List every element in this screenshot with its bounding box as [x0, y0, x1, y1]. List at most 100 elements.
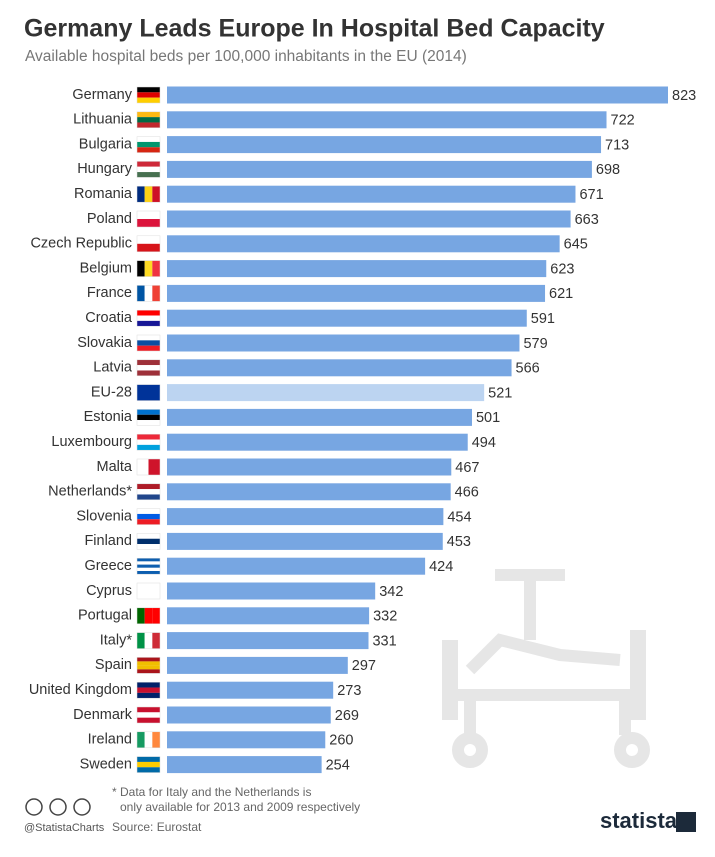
flag-stripe [137, 692, 160, 699]
bar [167, 235, 560, 253]
flag-stripe [137, 607, 145, 624]
value-label: 671 [579, 187, 603, 203]
category-label: Portugal [78, 608, 132, 624]
category-label: Malta [97, 459, 133, 475]
source: Source: Eurostat [112, 820, 202, 834]
value-label: 521 [488, 385, 512, 401]
flag-border [136, 161, 161, 178]
value-label: 698 [596, 162, 620, 178]
flag-stripe [137, 310, 160, 316]
flag-border [136, 657, 161, 674]
flag-stripe [137, 97, 160, 103]
flag-border [136, 582, 161, 600]
value-label: 722 [611, 113, 635, 129]
category-label: Lithuania [73, 112, 133, 128]
flag-stripe [144, 632, 153, 649]
bar [167, 309, 527, 327]
flag-stripe [137, 731, 145, 748]
flag-stripe [137, 687, 160, 693]
flag-border [136, 508, 161, 525]
flag-stripe [137, 761, 160, 768]
flag-border [136, 681, 161, 699]
flag-stripe [137, 111, 160, 118]
category-label: Luxembourg [51, 434, 132, 450]
bar [167, 483, 451, 501]
flag-stripe [137, 756, 160, 762]
flag-stripe [137, 420, 160, 426]
flag-stripe [137, 767, 160, 773]
flag-stripe [152, 186, 160, 203]
flag-stripe [137, 632, 145, 649]
category-label: Belgium [80, 260, 132, 276]
flag-stripe [137, 409, 160, 415]
flag-stripe [137, 533, 160, 539]
flag-stripe [152, 731, 160, 748]
note: only available for 2013 and 2009 respect… [120, 800, 360, 814]
flag-stripe [137, 92, 160, 98]
value-label: 297 [352, 658, 376, 674]
category-label: Netherlands* [48, 484, 132, 500]
value-label: 566 [516, 361, 540, 377]
bar [167, 260, 547, 278]
bar [167, 632, 369, 650]
category-label: Greece [84, 558, 132, 574]
bar [167, 359, 512, 377]
flag-stripe [137, 260, 145, 277]
flag-stripe [137, 141, 160, 148]
flag-border [136, 136, 161, 153]
category-label: Hungary [77, 161, 133, 177]
value-label: 342 [379, 584, 403, 600]
flag-stripe [137, 717, 160, 723]
value-label: 332 [373, 609, 397, 625]
flag-stripe [137, 414, 160, 421]
category-label: Poland [87, 211, 132, 227]
flag-border [136, 533, 161, 550]
flag-stripe [137, 345, 160, 351]
bed-icon [442, 569, 650, 768]
category-label: Spain [95, 657, 132, 673]
bar [167, 582, 376, 600]
bar [167, 706, 331, 724]
flag-stripe [137, 538, 160, 545]
value-label: 467 [455, 460, 479, 476]
flag-border [136, 111, 161, 129]
category-label: Slovenia [76, 508, 133, 524]
category-label: Bulgaria [79, 136, 133, 152]
value-label: 663 [575, 212, 599, 228]
flag-stripe [137, 161, 160, 167]
flag-stripe [137, 136, 160, 142]
flag-stripe [152, 632, 160, 649]
flag-stripe [137, 370, 160, 376]
flag-stripe [137, 665, 160, 670]
category-label: Latvia [93, 360, 133, 376]
category-label: Slovakia [77, 335, 133, 351]
bar [167, 731, 326, 749]
flag-stripe [137, 186, 145, 203]
category-label: United Kingdom [29, 682, 132, 698]
flag-stripe [137, 439, 160, 445]
flag-stripe [137, 147, 160, 153]
flag-border [136, 756, 161, 773]
flag-stripe [137, 583, 160, 599]
bar [167, 210, 571, 228]
category-label: Romania [74, 186, 133, 202]
flag-stripe [152, 260, 160, 277]
flag-border [136, 359, 161, 377]
flag-stripe [137, 320, 160, 327]
flag-border [136, 458, 161, 476]
flag-stripe [137, 359, 160, 366]
bar [167, 756, 322, 774]
value-label: 823 [672, 88, 696, 104]
flag-border [136, 433, 161, 451]
flag-stripe [137, 712, 160, 718]
flag-stripe [137, 571, 160, 575]
bar [167, 160, 592, 178]
flag-border [136, 706, 161, 724]
chart-subtitle: Available hospital beds per 100,000 inha… [25, 48, 467, 65]
flag-stripe [152, 607, 160, 624]
flag-stripe [137, 87, 160, 93]
flag-stripe [137, 519, 160, 525]
brand-logo [676, 812, 696, 832]
bar [167, 111, 607, 129]
flag-stripe [137, 434, 160, 440]
